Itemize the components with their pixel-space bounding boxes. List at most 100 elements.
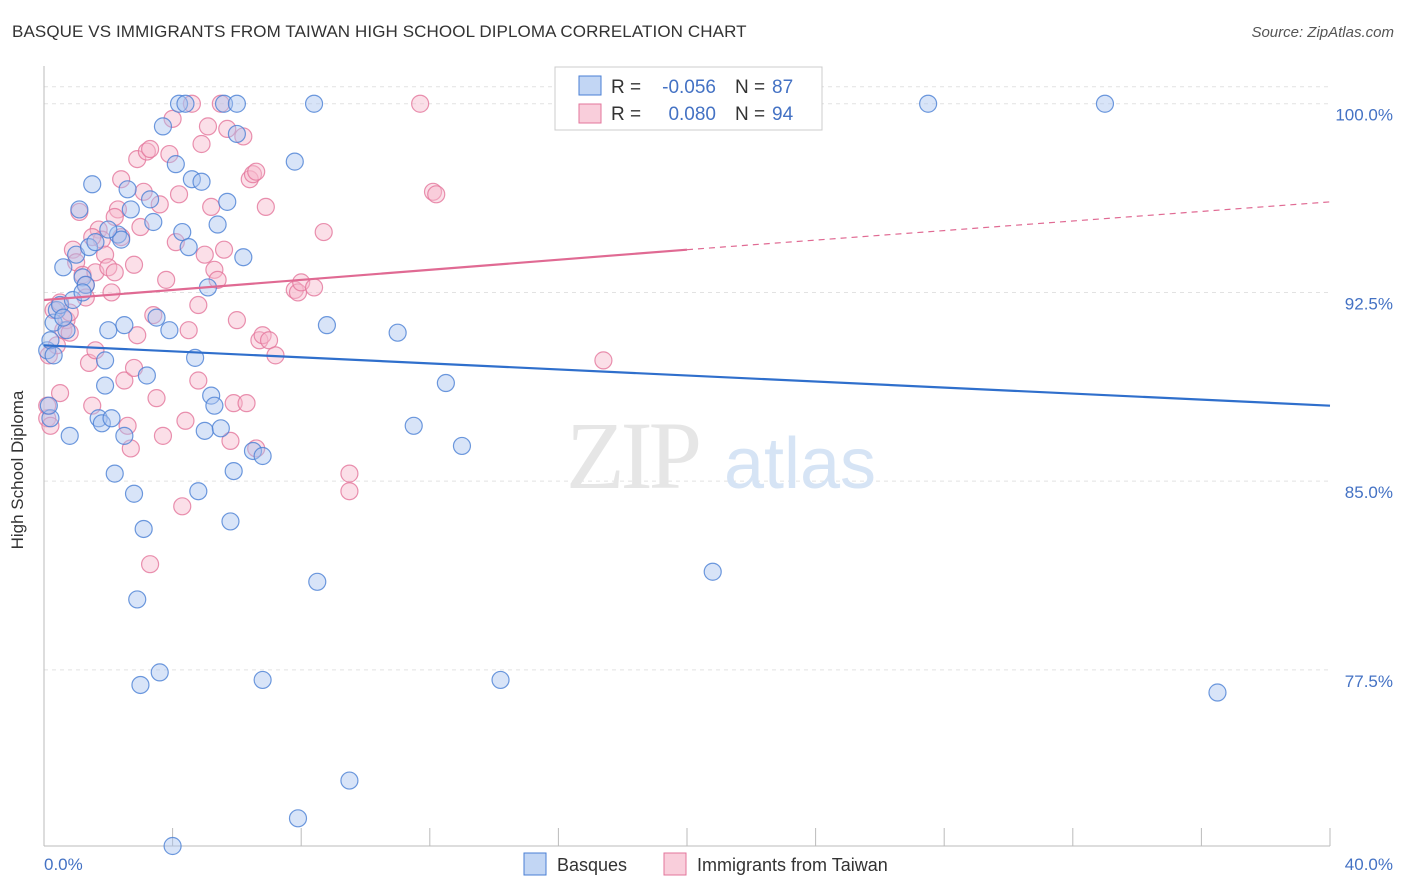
taiwan-point-91 <box>83 227 102 247</box>
basques-point-31 <box>128 590 147 609</box>
taiwan-point-33 <box>137 142 156 161</box>
basques-point-73 <box>452 436 472 456</box>
taiwan-point-54 <box>214 240 234 259</box>
taiwan-point-26 <box>115 371 134 390</box>
x-tick-label-0: 0.0% <box>44 855 83 874</box>
taiwan-point-76 <box>423 182 443 201</box>
taiwan-point-46 <box>182 94 201 113</box>
taiwan-point-49 <box>195 245 214 264</box>
legend-swatch-taiwan <box>578 103 602 124</box>
basques-point-29 <box>121 200 140 219</box>
basques-point-18 <box>92 414 111 433</box>
basques-point-54 <box>211 419 230 438</box>
basques-point-22 <box>102 409 121 428</box>
basques-point-77 <box>1095 94 1115 113</box>
taiwan-point-23 <box>105 263 124 282</box>
taiwan-point-66 <box>259 331 279 350</box>
taiwan-point-35 <box>144 305 163 325</box>
taiwan-point-36 <box>147 389 166 408</box>
taiwan-point-88 <box>112 170 131 189</box>
taiwan-point-78 <box>594 351 613 370</box>
basques-point-37 <box>150 663 169 682</box>
taiwan-point-27 <box>118 416 137 435</box>
basques-point-41 <box>166 155 185 174</box>
trend-lines <box>43 201 1331 407</box>
basques-point-62 <box>243 441 263 461</box>
basques-point-85 <box>176 94 195 113</box>
bottom-legend-swatch-taiwan <box>663 852 687 876</box>
basques-point-70 <box>388 323 407 342</box>
basques-point-55 <box>214 94 234 113</box>
tick-labels: 77.5% 85.0% 92.5% 100.0% 0.0% 40.0% <box>44 106 1393 874</box>
legend-r-value-1: -0.056 <box>662 77 716 98</box>
basques-point-16 <box>86 233 105 252</box>
basques-point-34 <box>137 366 156 385</box>
taiwan-point-44 <box>176 411 195 430</box>
bottom-legend-swatch-basques <box>523 852 547 876</box>
taiwan-point-89 <box>160 144 179 164</box>
basques-point-71 <box>404 416 423 435</box>
basques-point-21 <box>99 321 118 340</box>
taiwan-point-40 <box>163 109 182 128</box>
chart-title: BASQUE VS IMMIGRANTS FROM TAIWAN HIGH SC… <box>12 22 747 41</box>
basques-point-78 <box>1208 683 1227 702</box>
basques-point-15 <box>83 175 102 194</box>
y-tick-label-0: 77.5% <box>1345 672 1393 691</box>
basques-point-57 <box>221 512 240 531</box>
trend-line-taiwan <box>43 248 688 302</box>
y-axis-label-text: High School Diploma <box>8 390 27 550</box>
y-axis-label: High School Diploma <box>8 391 28 550</box>
taiwan-point-65 <box>256 197 275 217</box>
taiwan-point-93 <box>208 270 227 289</box>
taiwan-point-74 <box>340 482 359 501</box>
basques-point-44 <box>179 238 198 257</box>
taiwan-point-77 <box>427 185 446 204</box>
bottom-legend-label-basques: Basques <box>557 855 627 875</box>
basques-point-30 <box>124 484 144 503</box>
basques-point-47 <box>189 482 208 501</box>
legend-n-value-1: 87 <box>772 77 793 98</box>
basques-point-86 <box>253 446 272 466</box>
basques-point-43 <box>173 222 192 242</box>
basques-point-80 <box>39 396 58 415</box>
basques-point-20 <box>95 351 115 370</box>
taiwan-point-82 <box>140 555 160 574</box>
taiwan-point-55 <box>221 431 240 451</box>
taiwan-point-51 <box>202 197 221 217</box>
correlation-legend: R = -0.056 N = 87 R = 0.080 N = 94 <box>554 66 823 131</box>
basques-point-19 <box>95 376 115 395</box>
basques-point-32 <box>131 675 150 695</box>
taiwan-point-22 <box>102 283 121 302</box>
watermark: ZIP atlas <box>566 402 876 509</box>
basques-point-6 <box>54 258 73 277</box>
basques-point-60 <box>227 94 246 113</box>
basques-point-64 <box>285 152 304 171</box>
axes <box>43 66 1331 847</box>
basques-point-53 <box>208 215 227 234</box>
basques-point-8 <box>60 426 79 445</box>
basques-point-35 <box>140 190 160 209</box>
basques-point-48 <box>192 172 211 191</box>
taiwan-point-29 <box>124 255 144 274</box>
basques-point-11 <box>70 200 89 219</box>
taiwan-point-83 <box>189 295 208 315</box>
basques-point-83 <box>99 220 118 239</box>
trend-line-taiwan-extension <box>686 201 1331 251</box>
grid-lines <box>44 86 1330 671</box>
basques-point-76 <box>919 94 938 113</box>
taiwan-point-39 <box>157 270 176 289</box>
taiwan-point-52 <box>205 260 224 279</box>
basques-point-38 <box>153 117 173 136</box>
basques-point-72 <box>436 373 455 393</box>
y-tick-label-3: 100.0% <box>1335 106 1393 125</box>
taiwan-point-73 <box>340 464 359 483</box>
taiwan-point-81 <box>128 326 147 345</box>
basques-point-68 <box>317 316 337 335</box>
taiwan-point-37 <box>150 195 169 214</box>
taiwan-point-56 <box>224 394 243 413</box>
basques-point-61 <box>234 248 253 267</box>
taiwan-point-63 <box>250 331 269 350</box>
trend-line-basques <box>43 344 1331 407</box>
basques-point-74 <box>491 670 510 690</box>
basques-point-63 <box>253 670 272 690</box>
